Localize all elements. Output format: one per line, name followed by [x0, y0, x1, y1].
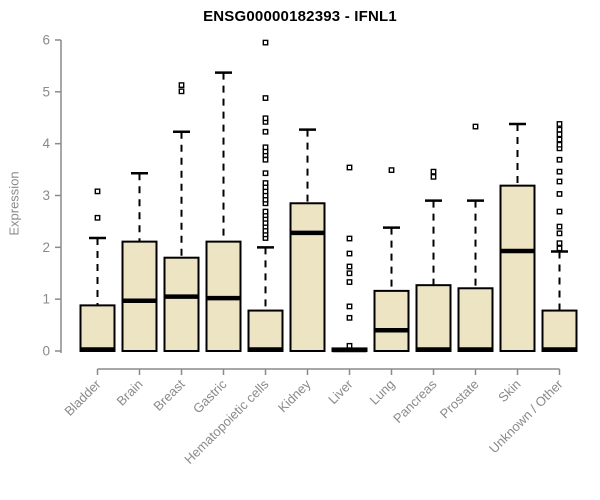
y-tick-label: 5: [42, 84, 50, 99]
x-tick-label: Liver: [325, 376, 356, 407]
outlier-point: [346, 303, 353, 310]
x-tick-label: Lung: [367, 377, 398, 408]
box-skin: [499, 184, 536, 352]
outlier-point: [556, 240, 563, 247]
y-tick-label: 6: [42, 33, 50, 48]
outlier-point: [556, 208, 563, 215]
outlier-point: [262, 39, 269, 46]
outlier-point: [346, 263, 353, 270]
outlier-point: [262, 180, 269, 186]
outlier-point: [94, 214, 101, 221]
outlier-point: [346, 270, 353, 277]
box-prostate: [457, 287, 494, 353]
outlier-point: [556, 141, 563, 148]
x-tick-label: Unknown / Other: [486, 376, 566, 456]
outlier-point: [262, 95, 269, 101]
y-tick-label: 0: [42, 344, 50, 359]
outlier-point: [430, 168, 437, 175]
outlier-point: [556, 156, 563, 163]
outlier-point: [556, 126, 563, 133]
outlier-point: [262, 115, 269, 122]
x-tick-label: Gastric: [190, 376, 230, 416]
y-tick-label: 3: [42, 188, 50, 203]
outlier-point: [346, 250, 353, 257]
outlier-point: [262, 208, 269, 215]
outlier-point: [556, 121, 563, 127]
box-kidney: [289, 202, 326, 352]
outlier-point: [262, 156, 269, 163]
outlier-point: [346, 235, 353, 242]
y-tick-label: 4: [42, 136, 50, 151]
box-brain: [121, 240, 158, 352]
y-tick-label: 1: [42, 292, 50, 307]
x-tick-label: Pancreas: [390, 376, 440, 426]
outlier-point: [556, 245, 563, 252]
outlier-point: [556, 191, 563, 197]
x-tick-label: Brain: [114, 377, 146, 409]
y-tick-label: 2: [42, 240, 50, 255]
box-breast: [163, 256, 200, 353]
outlier-point: [346, 279, 353, 285]
box-bladder: [79, 304, 116, 352]
outlier-point: [346, 314, 353, 321]
outlier-point: [556, 230, 563, 237]
outlier-point: [262, 128, 269, 135]
chart-title: ENSG00000182393 - IFNL1: [203, 8, 397, 25]
outlier-point: [556, 168, 563, 175]
x-tick-label: Prostate: [437, 377, 482, 422]
box-lung: [373, 289, 410, 352]
outlier-point: [346, 164, 353, 171]
x-tick-label: Bladder: [61, 376, 104, 419]
outlier-point: [556, 131, 563, 138]
outlier-point: [346, 342, 353, 349]
outlier-point: [388, 167, 395, 174]
outlier-point: [472, 123, 479, 130]
x-tick-label: Kidney: [275, 376, 314, 415]
outlier-point: [94, 188, 101, 195]
x-tick-label: Skin: [495, 377, 523, 405]
outlier-point: [430, 173, 437, 180]
outlier-point: [556, 223, 563, 230]
box-pancreas: [415, 284, 452, 352]
box-unknown-other: [541, 309, 578, 353]
x-tick-label: Breast: [150, 376, 187, 413]
outlier-point: [178, 88, 185, 95]
outlier-point: [262, 144, 269, 151]
box-hematopoietic-cells: [247, 309, 284, 353]
outlier-point: [262, 170, 269, 177]
outlier-point: [556, 136, 563, 143]
outlier-point: [178, 82, 185, 88]
outlier-point: [556, 178, 563, 185]
